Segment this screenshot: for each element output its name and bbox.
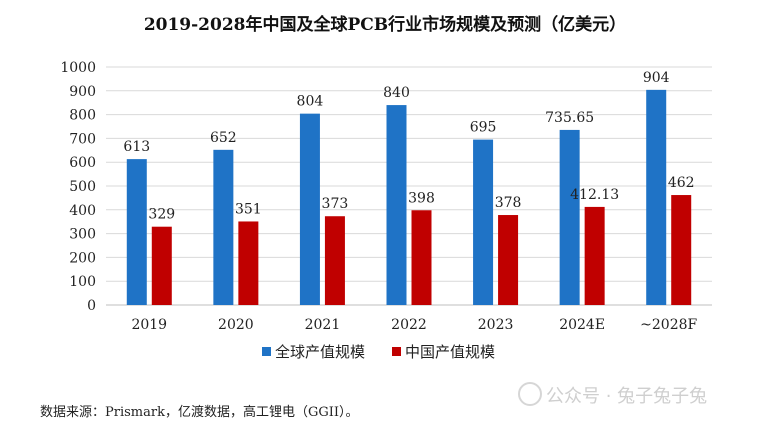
y-tick-label: 0: [87, 298, 96, 314]
data-label-global: 695: [470, 120, 497, 136]
data-label-china: 351: [235, 201, 262, 217]
data-label-global: 652: [210, 130, 237, 146]
gridlines: [106, 66, 712, 306]
data-label-global: 840: [383, 85, 410, 101]
y-tick-label: 600: [69, 155, 96, 171]
y-tick-label: 400: [69, 203, 96, 219]
chart-title: 2019-2028年中国及全球PCB行业市场规模及预测（亿美元）: [143, 15, 627, 35]
bar-china: [671, 195, 692, 305]
x-tick-label: 2023: [478, 317, 514, 333]
data-label-global: 613: [123, 139, 150, 155]
y-tick-label: 800: [69, 108, 96, 124]
data-label-china: 329: [148, 207, 175, 223]
data-label-china: 398: [408, 190, 435, 206]
bars: [126, 89, 692, 306]
x-tick-label: 2024E: [559, 317, 605, 333]
bar-china: [498, 215, 519, 305]
bar-global: [386, 105, 407, 305]
bar-china: [411, 210, 432, 305]
bar-china: [584, 206, 605, 305]
y-tick-label: 500: [69, 179, 96, 195]
bar-china: [324, 216, 345, 305]
y-tick-label: 900: [69, 84, 96, 100]
wechat-icon: [518, 382, 542, 406]
bar-global: [299, 113, 320, 305]
legend-label-global: 全球产值规模: [275, 343, 365, 361]
legend: 全球产值规模 中国产值规模: [262, 343, 495, 361]
x-tick-label: 2021: [305, 317, 341, 333]
x-tick-label: 2022: [391, 317, 427, 333]
bar-global: [213, 149, 234, 305]
y-tick-label: 200: [69, 250, 96, 266]
x-tick-label: 2020: [218, 317, 254, 333]
bar-global: [559, 129, 580, 305]
y-tick-label: 100: [69, 274, 96, 290]
x-tick-label: ~2028F: [640, 317, 697, 333]
legend-swatch-china: [392, 347, 401, 356]
source-note: 数据来源：Prismark，亿渡数据，高工锂电（GGII）。: [40, 405, 359, 420]
bar-china: [151, 226, 172, 305]
y-tick-label: 700: [69, 131, 96, 147]
watermark: 公众号 · 兔子兔子兔: [518, 382, 707, 408]
data-label-china: 412.13: [570, 187, 619, 203]
data-labels: 613 329 652 351 804 373 840 398 695 378 735.65 412.…: [123, 70, 694, 223]
y-tick-label: 300: [69, 227, 96, 243]
data-label-global: 804: [297, 94, 324, 110]
data-label-china: 373: [322, 196, 349, 212]
y-tick-label: 1000: [60, 60, 96, 76]
bar-china: [238, 221, 259, 305]
legend-label-china: 中国产值规模: [405, 343, 495, 361]
data-label-china: 378: [495, 195, 522, 211]
watermark-text: 公众号 · 兔子兔子兔: [546, 386, 708, 407]
bar-global: [473, 139, 494, 305]
data-label-global: 904: [643, 70, 670, 86]
y-axis-ticks: 0 100 200 300 400 500 600 700 800 900 1000: [60, 60, 96, 314]
data-label-global: 735.65: [545, 110, 594, 126]
legend-swatch-global: [262, 347, 271, 356]
x-axis-ticks: 2019 2020 2021 2022 2023 2024E ~2028F: [131, 317, 697, 333]
data-label-china: 462: [668, 175, 695, 191]
x-tick-label: 2019: [131, 317, 167, 333]
bar-global: [646, 89, 667, 306]
bar-global: [126, 159, 147, 305]
